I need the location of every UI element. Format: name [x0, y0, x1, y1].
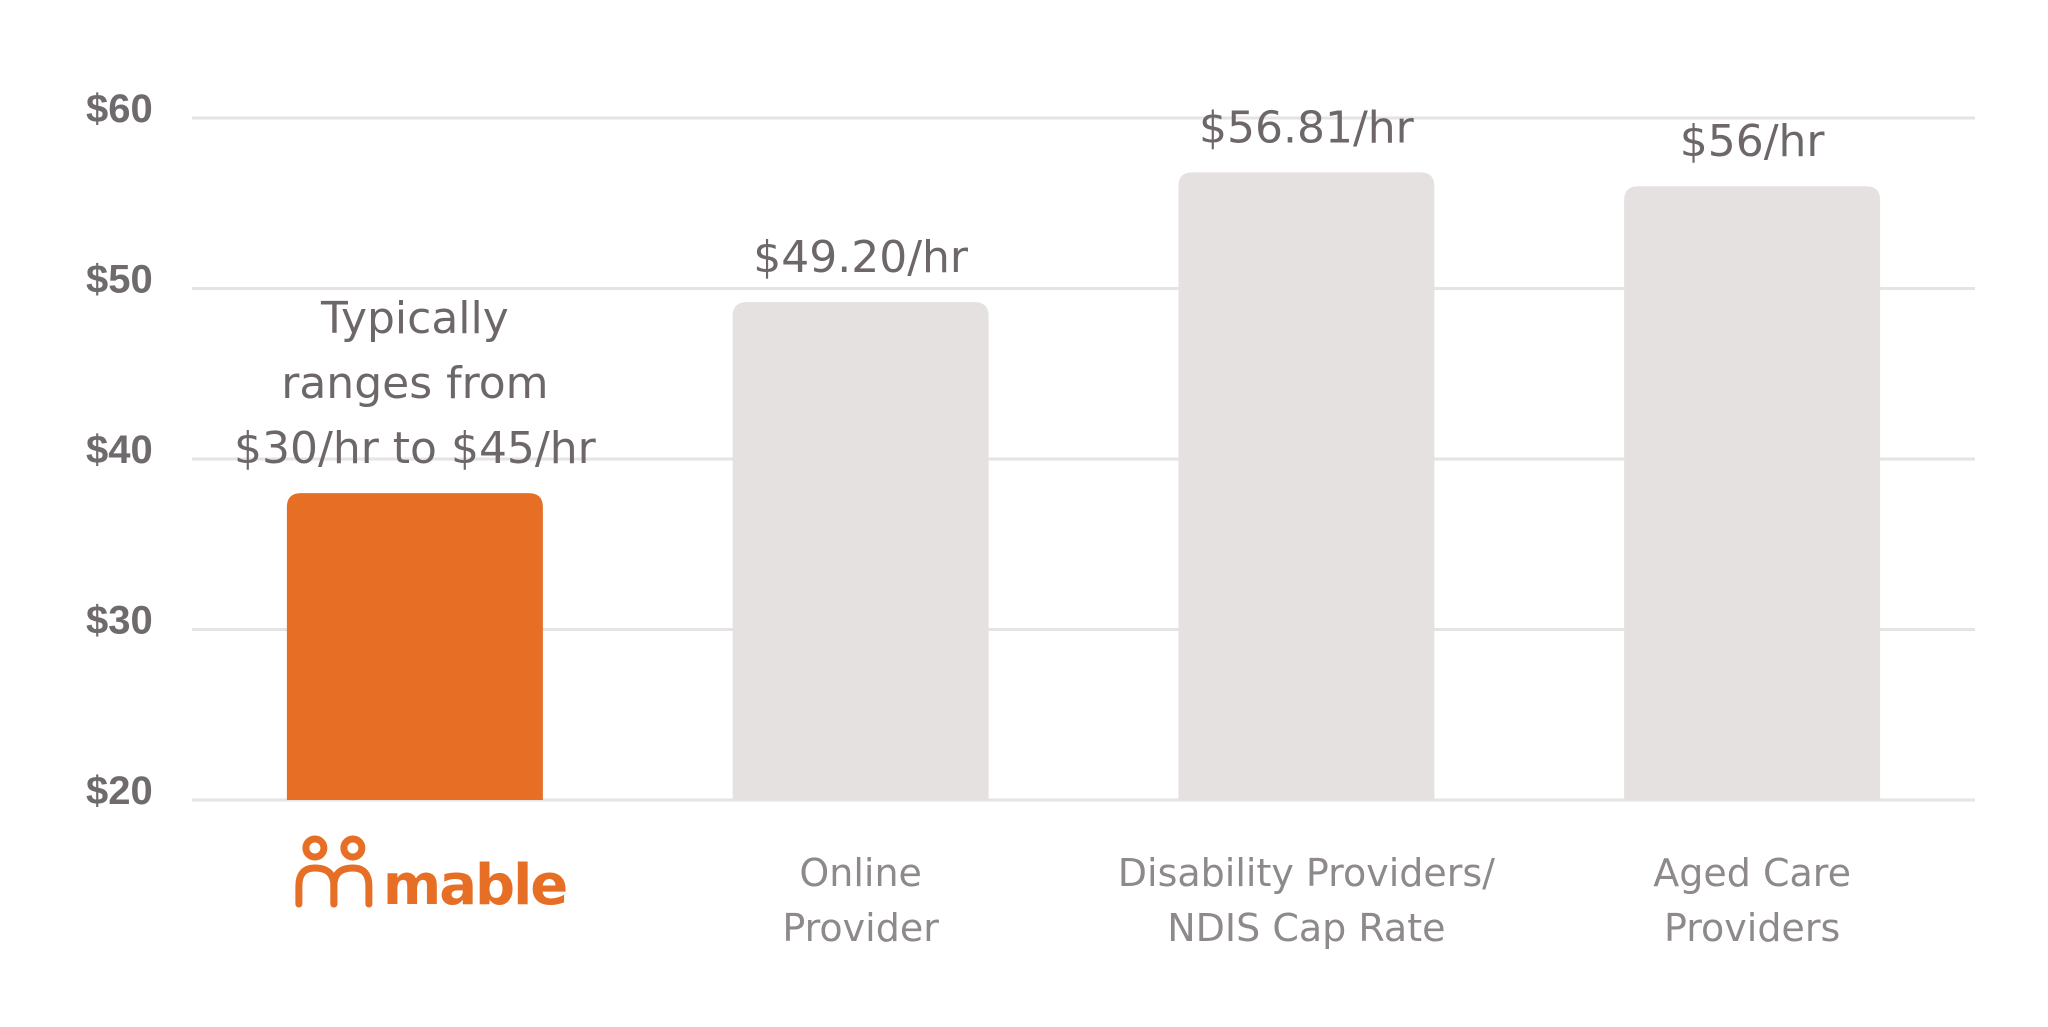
- mable-logo-text: mable: [383, 853, 566, 918]
- bars: [286, 172, 1881, 800]
- category-label: Online: [799, 851, 922, 895]
- logo-body-icon: [330, 864, 373, 908]
- bar: [732, 302, 989, 800]
- y-tick-label: $40: [86, 428, 153, 472]
- category-label: NDIS Cap Rate: [1167, 906, 1445, 950]
- category-label: Provider: [782, 906, 939, 950]
- data-labels: Typically ranges from $30/hr to $45/hr $49.…: [234, 102, 1825, 474]
- data-label: $56/hr: [1680, 116, 1826, 167]
- data-label: Typically: [320, 293, 509, 344]
- category-label: Aged Care: [1653, 851, 1851, 895]
- category-labels: mable Online Provider Disability Providers/…: [295, 835, 1851, 950]
- y-tick-label: $60: [86, 87, 153, 131]
- data-label: $56.81/hr: [1199, 102, 1415, 153]
- logo-body-icon: [295, 864, 338, 908]
- data-label: $49.20/hr: [753, 232, 969, 283]
- y-tick-label: $50: [86, 258, 153, 302]
- bar: [1624, 186, 1881, 800]
- category-label: Providers: [1664, 906, 1840, 950]
- data-label: $30/hr to $45/hr: [234, 423, 597, 474]
- data-label: ranges from: [281, 358, 548, 409]
- y-axis-ticks: $20 $30 $40 $50 $60: [86, 87, 153, 813]
- y-tick-label: $20: [86, 769, 153, 813]
- category-label: Disability Providers/: [1118, 851, 1495, 895]
- bar-mable: [286, 493, 543, 800]
- logo-head-icon: [302, 835, 328, 861]
- mable-logo: mable: [295, 835, 568, 918]
- logo-head-icon: [340, 835, 366, 861]
- bar: [1178, 172, 1435, 800]
- y-tick-label: $30: [86, 599, 153, 643]
